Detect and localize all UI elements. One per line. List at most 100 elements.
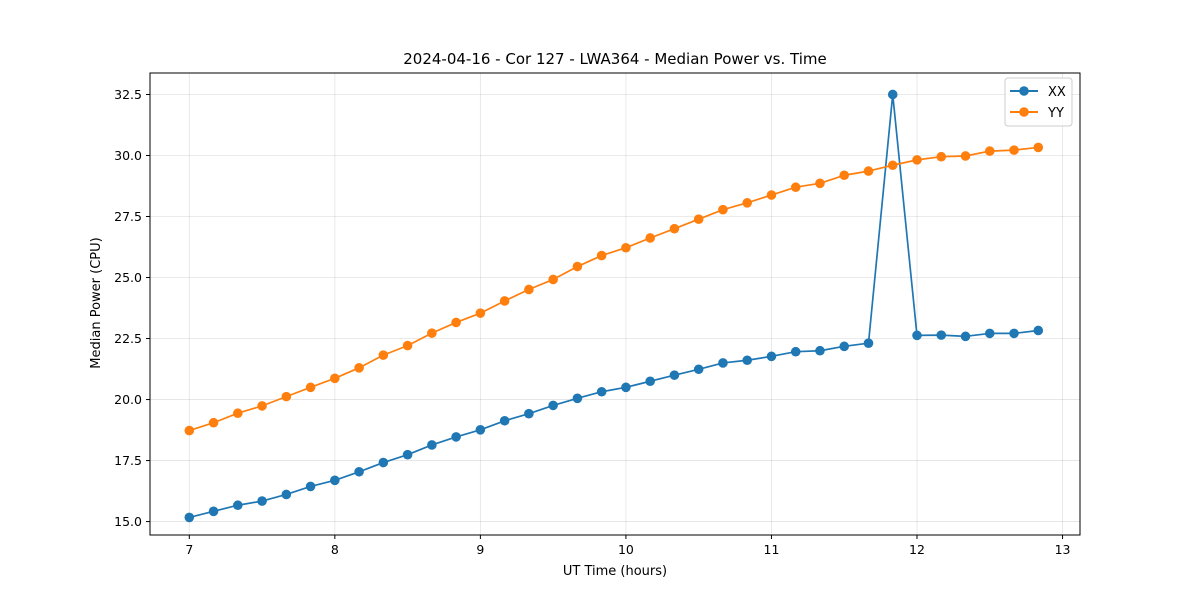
legend-marker-yy [1019, 107, 1029, 117]
data-point-yy [475, 308, 486, 318]
data-point-xx [354, 466, 364, 477]
data-point-yy [257, 401, 267, 411]
y-tick-label: 30.0 [114, 148, 142, 163]
data-point-xx [645, 376, 655, 387]
data-point-xx [402, 449, 413, 460]
data-point-xx [912, 330, 922, 341]
data-point-yy [766, 190, 777, 200]
x-tick-label: 10 [618, 542, 634, 557]
data-point-xx [378, 457, 389, 468]
data-point-xx [524, 408, 534, 419]
data-point-xx [281, 489, 292, 500]
x-tick-label: 12 [909, 542, 925, 557]
data-point-xx [208, 506, 219, 517]
data-point-yy [330, 373, 340, 384]
data-point-xx [839, 341, 850, 352]
data-point-xx [766, 351, 777, 362]
series-layer [184, 89, 1044, 523]
y-tick-label: 25.0 [114, 270, 142, 285]
data-point-xx [596, 386, 607, 397]
data-point-xx [451, 432, 461, 442]
data-point-yy [305, 382, 316, 393]
data-point-xx [742, 355, 752, 366]
x-tick-label: 11 [764, 542, 780, 557]
data-point-yy [960, 151, 971, 161]
legend-label-yy: YY [1047, 106, 1064, 121]
data-point-yy [718, 204, 728, 215]
data-point-xx [499, 415, 510, 426]
data-point-xx [718, 358, 728, 368]
data-point-yy [451, 317, 461, 328]
y-tick-label: 27.5 [114, 209, 142, 224]
data-point-xx [815, 345, 825, 356]
data-point-yy [524, 284, 534, 295]
y-tick-label: 20.0 [114, 392, 142, 407]
data-point-xx [887, 89, 898, 100]
data-point-yy [912, 155, 922, 165]
data-point-xx [984, 328, 995, 339]
y-tick-label: 15.0 [114, 514, 142, 529]
data-point-xx [427, 440, 437, 450]
y-axis-label: Median Power (CPU) [89, 237, 104, 368]
data-point-yy [548, 274, 558, 285]
data-point-yy [1033, 142, 1044, 153]
data-point-yy [184, 425, 195, 436]
x-tick-label: 9 [476, 542, 484, 557]
data-point-yy [208, 417, 219, 428]
data-point-yy [693, 214, 704, 224]
data-point-yy [669, 223, 680, 234]
data-point-yy [863, 166, 874, 176]
data-point-xx [475, 425, 486, 435]
data-point-xx [330, 475, 340, 486]
y-tick-label: 17.5 [114, 453, 142, 468]
data-point-xx [863, 338, 874, 348]
data-point-yy [936, 151, 947, 162]
data-point-xx [1009, 328, 1019, 339]
data-point-xx [693, 364, 704, 375]
data-point-yy [839, 170, 850, 181]
legend-marker-xx [1019, 86, 1029, 96]
data-point-xx [790, 346, 801, 357]
data-point-yy [790, 182, 801, 193]
data-point-yy [427, 328, 437, 338]
data-point-yy [572, 261, 583, 272]
chart-title: 2024-04-16 - Cor 127 - LWA364 - Median P… [403, 50, 827, 68]
y-tick-label: 22.5 [114, 331, 142, 346]
x-tick-label: 8 [331, 542, 339, 557]
data-point-xx [305, 481, 316, 492]
data-point-yy [354, 363, 364, 373]
x-axis-label: UT Time (hours) [563, 564, 667, 579]
data-point-xx [669, 370, 680, 380]
data-point-xx [960, 331, 971, 342]
data-point-yy [378, 350, 389, 360]
data-point-yy [887, 160, 898, 171]
data-point-yy [499, 296, 510, 306]
ticks: 7 8 9 10 11 12 13 15.0 17.5 20.0 22.5 25.0 27.5 30.0 3… [114, 87, 1070, 557]
data-point-xx [936, 330, 947, 340]
data-point-xx [621, 382, 631, 393]
legend: XX YY [1004, 77, 1073, 127]
data-point-xx [548, 400, 558, 411]
data-point-yy [742, 198, 752, 208]
x-tick-label: 7 [185, 542, 193, 557]
data-point-yy [596, 250, 607, 261]
data-point-yy [621, 242, 631, 253]
data-point-yy [645, 233, 655, 243]
data-point-yy [815, 178, 825, 189]
data-point-yy [233, 408, 243, 419]
x-tick-label: 13 [1055, 542, 1071, 557]
y-tick-label: 32.5 [114, 87, 142, 102]
data-point-xx [257, 496, 267, 506]
data-point-yy [1009, 145, 1019, 155]
data-point-yy [281, 391, 292, 402]
grid [150, 73, 1080, 535]
data-point-yy [984, 146, 995, 156]
legend-label-xx: XX [1048, 85, 1066, 100]
data-point-xx [572, 393, 583, 404]
data-point-xx [233, 500, 243, 511]
data-point-yy [402, 340, 413, 351]
plot-frame [149, 72, 1081, 536]
